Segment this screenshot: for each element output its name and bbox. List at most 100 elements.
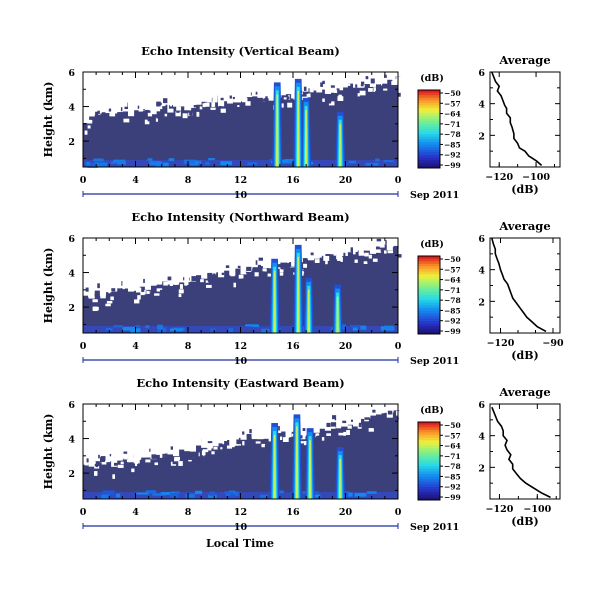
no-echo-cell bbox=[246, 238, 253, 271]
no-echo-cell bbox=[167, 72, 174, 113]
colorbar-cell bbox=[418, 468, 440, 472]
speckle bbox=[167, 276, 172, 281]
speckle bbox=[339, 86, 344, 91]
no-echo-cell bbox=[173, 72, 180, 107]
colorbar-cell bbox=[418, 476, 440, 480]
speckle bbox=[346, 90, 350, 94]
speckle bbox=[185, 444, 190, 449]
no-echo-cell bbox=[206, 404, 213, 449]
colorbar-cell bbox=[418, 297, 440, 301]
colorbar-cell bbox=[418, 300, 440, 304]
speckle bbox=[92, 306, 98, 312]
speckle bbox=[191, 286, 195, 291]
surface-cell bbox=[220, 161, 233, 166]
surface-cell bbox=[145, 490, 157, 494]
y-tick-label: 2 bbox=[68, 303, 75, 314]
surface-cell bbox=[85, 161, 91, 166]
speckle bbox=[260, 99, 266, 102]
panel-title: Echo Intensity (Vertical Beam) bbox=[141, 44, 340, 58]
no-echo-cell bbox=[279, 404, 286, 432]
no-echo-cell bbox=[178, 72, 185, 107]
speckle bbox=[147, 117, 151, 122]
speckle bbox=[182, 113, 188, 119]
speckle bbox=[385, 249, 388, 254]
y-axis-label: Height (km) bbox=[42, 248, 55, 324]
echo-spike-2 bbox=[297, 256, 300, 333]
speckle bbox=[383, 88, 388, 91]
speckle bbox=[117, 284, 122, 289]
speckle bbox=[242, 441, 245, 446]
no-echo-cell bbox=[144, 404, 151, 458]
no-echo-cell bbox=[229, 238, 236, 276]
x-tick-label: 0 bbox=[80, 507, 87, 518]
no-echo-cell bbox=[144, 238, 151, 290]
speckle bbox=[189, 115, 193, 119]
colorbar-cell bbox=[418, 318, 440, 322]
speckle bbox=[281, 256, 286, 262]
speckle bbox=[124, 106, 131, 110]
speckle bbox=[207, 441, 213, 444]
y-tick-label: 6 bbox=[478, 234, 485, 245]
speckle bbox=[380, 249, 384, 252]
colorbar-cell bbox=[418, 492, 440, 496]
date-month-label: Sep 2011 bbox=[410, 190, 459, 201]
speckle bbox=[230, 272, 235, 277]
colorbar-cell bbox=[418, 440, 440, 444]
speckle bbox=[139, 116, 146, 122]
colorbar-cell bbox=[418, 323, 440, 327]
speckle bbox=[137, 464, 142, 469]
speckle bbox=[309, 87, 314, 93]
no-echo-cell bbox=[375, 72, 382, 85]
speckle bbox=[117, 464, 124, 468]
no-echo-cell bbox=[189, 238, 196, 282]
date-day-label: 10 bbox=[234, 522, 248, 533]
no-echo-cell bbox=[122, 404, 129, 459]
speckle bbox=[280, 265, 284, 270]
speckle bbox=[357, 428, 364, 434]
speckle bbox=[88, 471, 93, 476]
speckle bbox=[368, 428, 374, 432]
speckle bbox=[379, 242, 385, 248]
speckle bbox=[396, 410, 402, 416]
speckle bbox=[342, 420, 347, 424]
speckle bbox=[384, 412, 388, 416]
no-echo-cell bbox=[94, 238, 101, 291]
colorbar-cell bbox=[418, 422, 440, 425]
speckle bbox=[160, 289, 165, 295]
colorbar-cell bbox=[418, 147, 440, 151]
speckle bbox=[220, 108, 226, 113]
speckle bbox=[169, 103, 173, 107]
speckle bbox=[372, 258, 378, 262]
speckle bbox=[218, 443, 223, 449]
no-echo-cell bbox=[83, 72, 90, 123]
no-echo-cell bbox=[392, 404, 399, 413]
no-echo-cell bbox=[392, 72, 399, 85]
speckle bbox=[149, 107, 152, 111]
colorbar-tick-label: −57 bbox=[444, 99, 461, 108]
colorbar-cell bbox=[418, 458, 440, 462]
speckle bbox=[358, 423, 362, 428]
panel-title: Echo Intensity (Northward Beam) bbox=[131, 210, 349, 224]
no-echo-cell bbox=[358, 72, 365, 88]
no-echo-cell bbox=[341, 238, 348, 256]
colorbar-cell bbox=[418, 455, 440, 459]
speckle bbox=[373, 423, 380, 429]
colorbar-frame bbox=[417, 255, 441, 335]
y-tick-label: 6 bbox=[478, 68, 485, 79]
x-tick-label: 0 bbox=[395, 507, 402, 518]
colorbar-cell bbox=[418, 474, 440, 477]
speckle bbox=[246, 434, 252, 438]
speckle bbox=[380, 87, 386, 91]
colorbar-tick-label: −64 bbox=[444, 442, 461, 451]
colorbar-cell bbox=[418, 302, 440, 306]
no-echo-cell bbox=[122, 238, 129, 290]
speckle bbox=[111, 120, 118, 123]
y-tick-label: 6 bbox=[68, 234, 75, 245]
speckle bbox=[261, 443, 266, 448]
x-tick-label: 16 bbox=[286, 507, 300, 518]
x-tick-label: 12 bbox=[234, 175, 247, 186]
speckle bbox=[113, 462, 119, 466]
speckle bbox=[325, 259, 328, 265]
no-echo-cell bbox=[330, 404, 337, 423]
